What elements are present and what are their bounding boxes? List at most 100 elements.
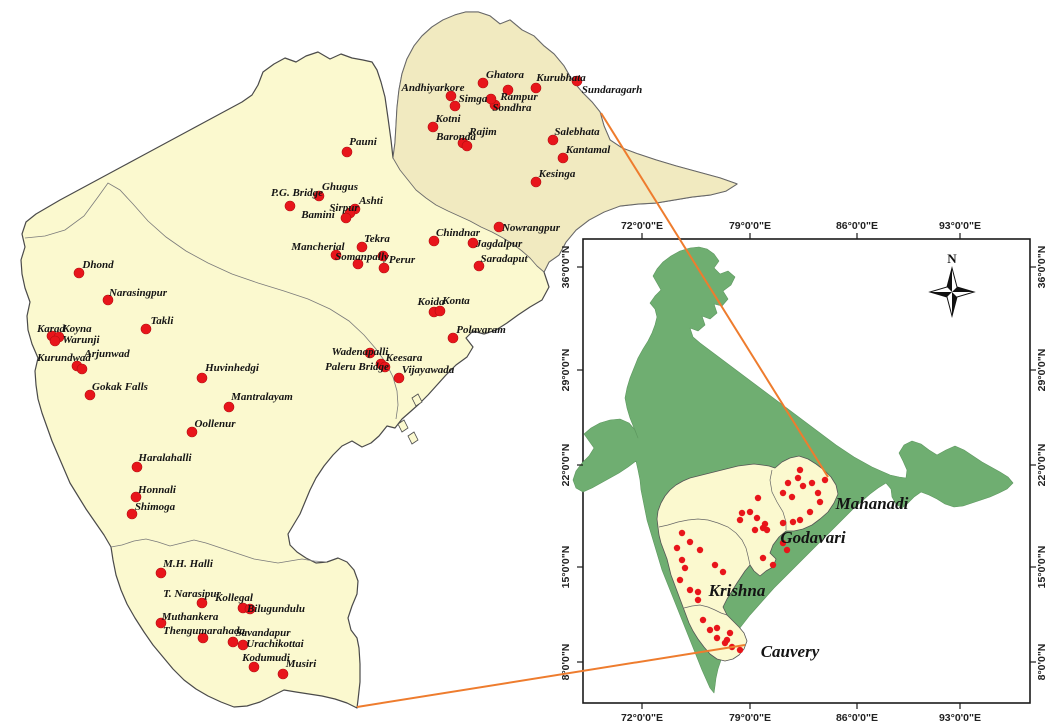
- inset-station-dots: [673, 466, 829, 654]
- station-label: Kurubhata: [535, 72, 586, 84]
- station-label: Sundaragarh: [582, 84, 643, 96]
- y-tick-label-right: 22°0'0"N: [1036, 444, 1048, 487]
- station-dot: [378, 262, 390, 274]
- station-dot: [493, 221, 505, 233]
- inset-station-dot: [673, 544, 681, 552]
- inset-station-dot: [816, 498, 824, 506]
- x-tick-label-bottom: 93°0'0"E: [939, 712, 981, 724]
- station-dot: [49, 335, 61, 347]
- inset-station-dot: [799, 482, 807, 490]
- station-label: Kodumudi: [241, 652, 291, 664]
- inset-station-dot: [706, 626, 714, 634]
- x-tick-label-top: 93°0'0"E: [939, 220, 981, 232]
- station-dot: [485, 93, 497, 105]
- station-dot: [377, 250, 389, 262]
- station-label: Takli: [151, 315, 175, 327]
- station-dot: [447, 332, 459, 344]
- station-label: Mancherial: [290, 241, 345, 253]
- station-dot: [196, 372, 208, 384]
- station-label: M.H. Halli: [162, 558, 214, 570]
- station-label: Vijayawada: [402, 364, 455, 376]
- station-label: Ashti: [358, 195, 384, 207]
- compass-star-black-n: [947, 268, 952, 292]
- leader-line: [600, 112, 829, 478]
- station-label: T. Narasipur: [163, 588, 221, 600]
- inset-station-dot: [814, 489, 822, 497]
- station-dot: [227, 636, 239, 648]
- station-dot: [557, 152, 569, 164]
- station-dot: [379, 361, 391, 373]
- station-label: Savandapur: [235, 627, 291, 639]
- main-station-dots: [46, 75, 583, 680]
- station-dot: [73, 267, 85, 279]
- station-label: Arjunwad: [83, 348, 130, 360]
- inset-station-dot: [759, 554, 767, 562]
- y-tick-label-left: 22°0'0"N: [560, 444, 572, 487]
- basin-label: Mahanadi: [835, 494, 909, 513]
- inset-station-dot: [779, 539, 787, 547]
- station-label: Pauni: [349, 136, 377, 148]
- inset-station-dot: [761, 520, 769, 528]
- station-dot: [571, 75, 583, 87]
- inset-station-dot: [736, 516, 744, 524]
- krishna-cauvery-divide: [110, 538, 328, 564]
- station-dot: [237, 639, 249, 651]
- inset-station-dot: [779, 519, 787, 527]
- station-dot: [284, 200, 296, 212]
- inset-station-dot: [738, 509, 746, 517]
- station-dot: [313, 190, 325, 202]
- inset-station-dot: [736, 646, 744, 654]
- station-dot: [244, 603, 256, 615]
- station-label: Andhiyarkore: [401, 82, 465, 94]
- station-dot: [434, 305, 446, 317]
- y-tick-label-left: 8°0'0"N: [560, 644, 572, 681]
- inset-station-dot: [713, 624, 721, 632]
- y-tick-label-left: 15°0'0"N: [560, 546, 572, 589]
- station-label: Somanpally: [335, 251, 389, 263]
- station-label: Bilugundulu: [246, 603, 305, 615]
- mahanadi-basin-region: [392, 11, 738, 273]
- x-tick-label-bottom: 79°0'0"E: [729, 712, 771, 724]
- station-label: Konta: [441, 295, 470, 307]
- leader-line: [356, 644, 746, 708]
- x-tick-label-top: 79°0'0"E: [729, 220, 771, 232]
- inset-station-dot: [686, 538, 694, 546]
- inset-station-dot: [678, 529, 686, 537]
- x-tick-label-bottom: 72°0'0"E: [621, 712, 663, 724]
- station-label: Kurundwad: [36, 352, 91, 364]
- zoom-leader-lines: [356, 112, 829, 708]
- station-dot: [130, 491, 142, 503]
- station-label: Kantamal: [565, 144, 612, 156]
- inset-station-dot: [686, 586, 694, 594]
- station-label: Dhond: [81, 259, 114, 271]
- station-dot: [530, 176, 542, 188]
- inset-station-dot: [681, 564, 689, 572]
- inset-basin-labels: Mahanadi Godavari Krishna Cauvery N: [708, 251, 958, 661]
- inset-station-dot: [769, 561, 777, 569]
- station-label: Narasingpur: [108, 287, 168, 299]
- station-dot: [449, 100, 461, 112]
- station-dot: [155, 617, 167, 629]
- inset-station-dot: [788, 493, 796, 501]
- inset-station-dot: [696, 546, 704, 554]
- y-tick-label-right: 8°0'0"N: [1036, 644, 1048, 681]
- station-dot: [477, 77, 489, 89]
- x-tick-label-top: 86°0'0"E: [836, 220, 878, 232]
- station-label: Urachikottai: [246, 638, 304, 650]
- y-tick-label-left: 29°0'0"N: [560, 349, 572, 392]
- station-dot: [530, 82, 542, 94]
- station-label: Ghugus: [322, 181, 358, 193]
- station-label: Polavaram: [456, 324, 506, 336]
- station-label: Nowrangpur: [501, 222, 561, 234]
- north-arrow-compass: [928, 266, 976, 318]
- station-label: Koyna: [61, 323, 92, 335]
- compass-star-black-e: [952, 287, 974, 292]
- station-label: Warunji: [62, 334, 100, 346]
- station-dot: [428, 235, 440, 247]
- station-dot: [364, 347, 376, 359]
- y-tick-label-left: 36°0'0"N: [560, 246, 572, 289]
- station-label: Chindnar: [436, 227, 481, 239]
- y-tick-label-right: 29°0'0"N: [1036, 349, 1048, 392]
